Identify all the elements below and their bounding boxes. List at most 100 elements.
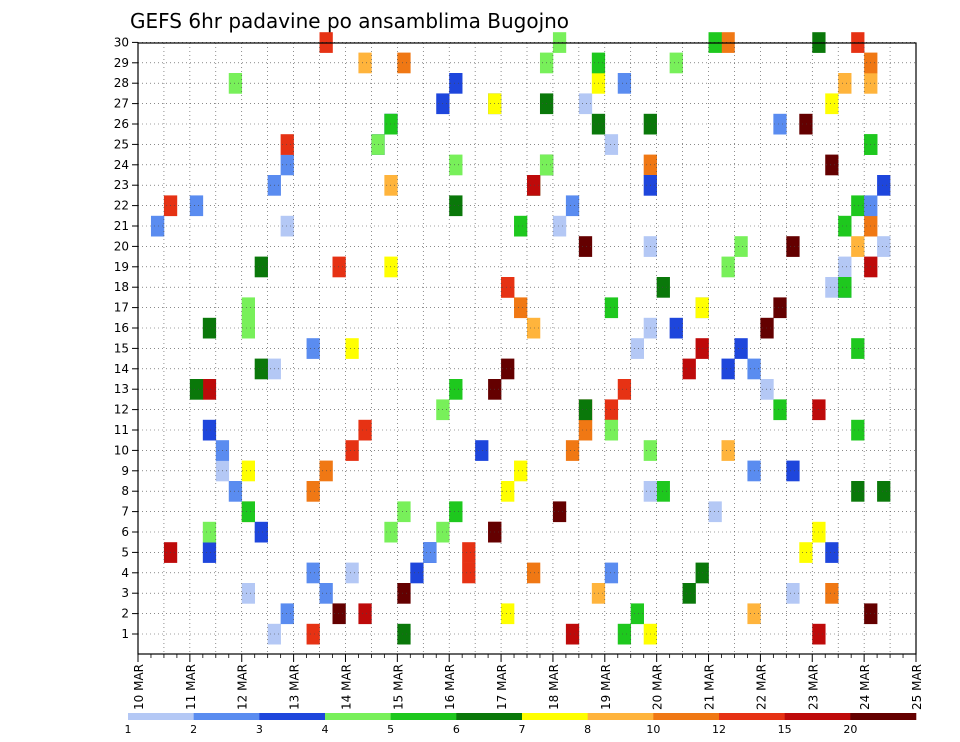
heatmap-cell bbox=[656, 481, 670, 502]
heatmap-cell bbox=[604, 399, 619, 421]
heatmap-cell bbox=[280, 134, 294, 155]
heatmap-cell bbox=[604, 419, 619, 441]
colorbar-swatch bbox=[128, 713, 194, 720]
heatmap-cell bbox=[786, 236, 800, 257]
colorbar-label: 7 bbox=[519, 723, 526, 736]
heatmap-cell bbox=[825, 542, 839, 563]
heatmap-cell bbox=[578, 236, 593, 257]
heatmap-cell bbox=[332, 603, 346, 625]
heatmap-cell bbox=[773, 297, 787, 319]
heatmap-cell bbox=[630, 603, 644, 625]
y-tick-label: 3 bbox=[121, 586, 129, 600]
heatmap-cell bbox=[358, 52, 372, 74]
x-tick-label: 22 MAR bbox=[754, 664, 768, 710]
heatmap-cell bbox=[773, 113, 787, 135]
y-tick-label: 25 bbox=[114, 137, 129, 151]
y-tick-label: 17 bbox=[114, 301, 129, 315]
y-tick-label: 19 bbox=[114, 260, 129, 274]
heatmap-cell bbox=[332, 256, 346, 278]
heatmap-cell bbox=[306, 338, 320, 359]
heatmap-cell bbox=[565, 440, 580, 461]
x-tick-label: 12 MAR bbox=[236, 664, 250, 710]
heatmap-cell bbox=[604, 297, 619, 319]
chart-title: GEFS 6hr padavine po ansamblima Bugojno bbox=[130, 9, 569, 33]
heatmap-cell bbox=[721, 440, 735, 461]
heatmap-cell bbox=[760, 317, 774, 339]
y-tick-label: 4 bbox=[121, 566, 129, 580]
heatmap-cell bbox=[617, 73, 632, 94]
heatmap-cell bbox=[202, 379, 217, 400]
heatmap-cell bbox=[838, 277, 852, 298]
heatmap-cell bbox=[527, 317, 541, 339]
y-tick-label: 20 bbox=[114, 239, 129, 253]
heatmap-cell bbox=[449, 154, 463, 176]
colorbar-swatch bbox=[719, 713, 785, 720]
heatmap-cell bbox=[825, 277, 839, 298]
y-tick-label: 2 bbox=[121, 607, 129, 621]
x-tick-label: 14 MAR bbox=[339, 664, 353, 710]
heatmap-cell bbox=[838, 73, 852, 94]
colorbar-swatch bbox=[325, 713, 391, 720]
heatmap-cell bbox=[708, 501, 722, 523]
colorbar-swatch bbox=[850, 713, 917, 720]
heatmap-cell bbox=[825, 154, 839, 176]
heatmap-cell bbox=[578, 419, 593, 441]
y-tick-label: 8 bbox=[121, 484, 129, 498]
heatmap-cell bbox=[345, 440, 359, 461]
heatmap-cell bbox=[799, 542, 813, 563]
heatmap-cell bbox=[280, 215, 294, 237]
heatmap-cell bbox=[669, 317, 683, 339]
x-tick-label: 15 MAR bbox=[391, 664, 405, 710]
x-tick-label: 24 MAR bbox=[858, 664, 872, 710]
heatmap-cell bbox=[514, 460, 528, 482]
heatmap-cell bbox=[877, 236, 891, 257]
heatmap-cell bbox=[202, 542, 217, 563]
y-tick-label: 24 bbox=[114, 158, 129, 172]
x-tick-label: 16 MAR bbox=[443, 664, 457, 710]
y-tick-label: 14 bbox=[114, 362, 129, 376]
x-tick-label: 17 MAR bbox=[495, 664, 509, 710]
heatmap-cell bbox=[773, 399, 787, 421]
heatmap-cell bbox=[799, 113, 813, 135]
heatmap-cell bbox=[241, 583, 255, 604]
heatmap-cell bbox=[202, 317, 217, 339]
heatmap-cell bbox=[682, 583, 696, 604]
heatmap-cell bbox=[423, 542, 437, 563]
heatmap-cell bbox=[734, 236, 748, 257]
heatmap-cell bbox=[514, 297, 528, 319]
heatmap-cell bbox=[306, 481, 320, 502]
heatmap-cell bbox=[604, 134, 619, 155]
heatmap-cell bbox=[254, 521, 268, 543]
colorbar: 1 2 3 4 5 6 7 8 10 12 15 20 bbox=[125, 713, 917, 736]
heatmap-cell bbox=[449, 501, 463, 523]
heatmap-cell bbox=[384, 113, 398, 135]
heatmap-cell bbox=[462, 562, 476, 584]
heatmap-cell bbox=[228, 481, 243, 502]
colorbar-label: 2 bbox=[190, 723, 197, 736]
x-tick-label: 25 MAR bbox=[910, 664, 924, 710]
y-axis: 1234567891011121314151617181920212223242… bbox=[114, 35, 138, 641]
colorbar-swatch bbox=[522, 713, 588, 720]
colorbar-label: 15 bbox=[778, 723, 792, 736]
colorbar-swatch bbox=[390, 713, 457, 720]
x-tick-label: 21 MAR bbox=[703, 664, 717, 710]
heatmap-cell bbox=[851, 236, 865, 257]
heatmap-cell bbox=[527, 175, 541, 196]
heatmap-cell bbox=[241, 460, 255, 482]
x-tick-label: 18 MAR bbox=[547, 664, 561, 710]
y-tick-label: 16 bbox=[114, 321, 129, 335]
y-tick-label: 13 bbox=[114, 382, 129, 396]
colorbar-label: 6 bbox=[453, 723, 460, 736]
heatmap-cell bbox=[501, 358, 515, 380]
heatmap-cell bbox=[786, 583, 800, 604]
colorbar-label: 10 bbox=[646, 723, 660, 736]
heatmap-cell bbox=[604, 562, 619, 584]
heatmap-cell bbox=[384, 256, 398, 278]
y-tick-label: 18 bbox=[114, 280, 129, 294]
heatmap-cell bbox=[552, 501, 567, 523]
heatmap-cell bbox=[565, 195, 580, 217]
y-tick-label: 27 bbox=[114, 97, 129, 111]
heatmap-cell bbox=[280, 154, 294, 176]
colorbar-swatch bbox=[193, 713, 260, 720]
